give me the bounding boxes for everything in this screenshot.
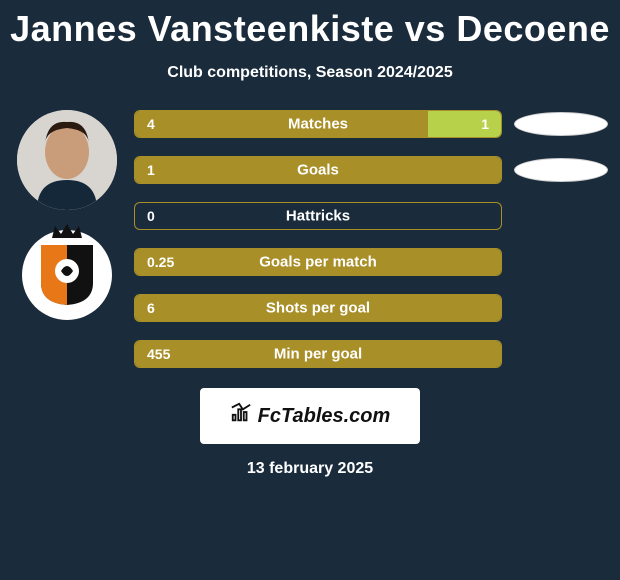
stat-label: Shots per goal <box>266 300 370 317</box>
stat-bar: 0 Hattricks <box>134 202 502 230</box>
stat-row: 455 Min per goal <box>134 340 608 368</box>
page-subtitle: Club competitions, Season 2024/2025 <box>8 64 612 82</box>
stat-bar: 0.25 Goals per match <box>134 248 502 276</box>
bars-column: 4 Matches 1 1 Goals 0 Hattricks 0.25 Goals per m… <box>134 110 608 368</box>
stat-row: 0.25 Goals per match <box>134 248 608 276</box>
stat-left-value: 0 <box>147 208 155 224</box>
snapshot-date: 13 february 2025 <box>247 460 373 478</box>
stat-row: 0 Hattricks <box>134 202 608 230</box>
stat-bar: 1 Goals <box>134 156 502 184</box>
stat-row: 4 Matches 1 <box>134 110 608 138</box>
stat-indicator-ellipse <box>514 158 608 182</box>
stat-label: Hattricks <box>286 208 350 225</box>
stat-label: Matches <box>288 116 348 133</box>
source-logo: FcTables.com <box>200 388 421 444</box>
stat-bar: 6 Shots per goal <box>134 294 502 322</box>
page-title: Jannes Vansteenkiste vs Decoene <box>8 0 612 50</box>
club-shield-icon <box>39 243 95 307</box>
stat-label: Min per goal <box>274 346 362 363</box>
stat-bar-left-fill <box>135 111 428 137</box>
stat-bar: 4 Matches 1 <box>134 110 502 138</box>
stat-left-value: 4 <box>147 116 155 132</box>
stat-indicator-ellipse <box>514 112 608 136</box>
source-logo-text: FcTables.com <box>258 405 391 428</box>
stat-right-value: 1 <box>481 116 489 132</box>
avatars-column <box>12 110 122 368</box>
club-avatar <box>22 230 112 320</box>
stat-row: 1 Goals <box>134 156 608 184</box>
stat-label: Goals <box>297 162 339 179</box>
stat-left-value: 455 <box>147 346 170 362</box>
stat-label: Goals per match <box>259 254 377 271</box>
stat-left-value: 0.25 <box>147 254 174 270</box>
chart-icon <box>230 402 252 430</box>
player-avatar <box>17 110 117 210</box>
stat-left-value: 6 <box>147 300 155 316</box>
crown-icon <box>50 222 84 240</box>
stat-row: 6 Shots per goal <box>134 294 608 322</box>
stat-left-value: 1 <box>147 162 155 178</box>
player-icon <box>17 110 117 210</box>
footer: FcTables.com 13 february 2025 <box>8 388 612 478</box>
comparison-area: 4 Matches 1 1 Goals 0 Hattricks 0.25 Goals per m… <box>8 110 612 368</box>
stat-bar-right-fill <box>428 111 501 137</box>
stat-bar: 455 Min per goal <box>134 340 502 368</box>
